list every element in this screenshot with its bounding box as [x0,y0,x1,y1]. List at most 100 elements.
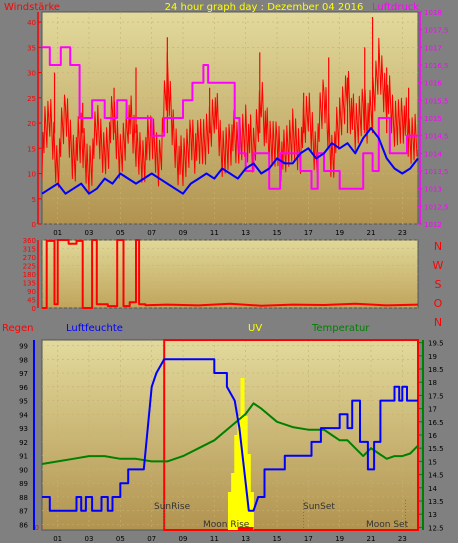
series-windavg [41,127,419,195]
humidity-axis-title: Luftfeuchte [66,323,123,334]
temperature-axis-title: Temperatur [311,323,370,334]
tick-label-winddir-3: 135 [23,280,36,288]
tick-label-hour-bottom-1: 03 [85,535,94,543]
tick-label-hour-bottom-7: 15 [273,535,282,543]
tick-label-humidity-1: 87 [19,508,28,516]
tick-label-humidity-12: 98 [19,356,28,364]
tick-label-pressure-8: 1016 [424,80,442,88]
bar-uv-6 [246,454,251,530]
bar-uv-5 [243,416,248,530]
tick-label-temperature-10: 17.5 [428,392,444,400]
tick-label-wind-5: 25 [27,95,36,103]
tick-label-temperature-3: 14 [428,485,437,493]
compass-n-bottom: N [434,316,442,329]
plot-area-wind-direction [41,239,419,309]
tick-label-hour-7: 15 [273,229,282,237]
tick-label-hour-8: 17 [304,229,313,237]
sunrise-label: SunRise [154,502,191,512]
tick-label-pressure-4: 1014 [424,150,442,158]
tick-label-humidity-10: 96 [19,384,28,392]
compass-n-top: N [434,240,442,253]
tick-label-wind-2: 10 [27,171,36,179]
tick-label-humidity-5: 91 [19,453,28,461]
tick-label-temperature-1: 13 [428,511,437,519]
tick-label-hour-bottom-4: 09 [179,535,188,543]
tick-label-pressure-1: 1012,5 [424,203,449,211]
tick-label-hour-11: 23 [398,229,407,237]
tick-label-pressure-9: 1016,5 [424,62,449,70]
tick-label-humidity-9: 95 [19,398,28,406]
tick-label-winddir-4: 180 [23,271,36,279]
tick-label-humidity-4: 90 [19,466,28,474]
tick-label-rain-0: 0 [35,524,39,532]
tick-label-humidity-3: 89 [19,480,28,488]
tick-label-winddir-6: 270 [23,254,36,262]
tick-label-hour-bottom-6: 13 [241,535,250,543]
tick-label-winddir-8: 360 [23,237,36,245]
tick-label-temperature-13: 19 [428,353,437,361]
tick-label-humidity-13: 99 [19,343,28,351]
tick-label-pressure-10: 1017 [424,44,442,52]
tick-label-temperature-0: 12.5 [428,524,444,532]
bar-uv-1 [231,473,236,530]
tick-label-hour-5: 11 [210,229,219,237]
moonset-label: Moon Set [366,520,409,530]
tick-label-wind-1: 5 [32,196,36,204]
tick-label-winddir-5: 225 [23,263,36,271]
tick-label-hour-bottom-2: 05 [116,535,125,543]
tick-label-hour-4: 09 [179,229,188,237]
wind-axis-title: Windstärke [4,2,60,13]
tick-label-hour-bottom-10: 21 [367,535,376,543]
series-winddir [42,239,419,309]
tick-label-hour-9: 19 [335,229,344,237]
tick-label-winddir-1: 45 [27,297,36,305]
tick-label-wind-3: 15 [27,145,36,153]
tick-label-temperature-5: 15 [428,458,437,466]
bar-uv-0 [228,492,232,530]
tick-label-hour-bottom-8: 17 [304,535,313,543]
tick-label-pressure-5: 1014,5 [424,133,449,141]
uv-axis-title: UV [248,323,262,334]
rain-axis-title: Regen [2,323,34,334]
tick-label-temperature-12: 18.5 [428,366,444,374]
pressure-axis-title: Luftdruck [372,2,419,13]
tick-label-pressure-3: 1013,5 [424,168,449,176]
tick-label-hour-bottom-5: 11 [210,535,219,543]
tick-label-humidity-0: 86 [19,521,28,529]
tick-label-wind-4: 20 [27,120,36,128]
moonrise-label: Moon Rise [203,520,250,530]
tick-label-hour-bottom-9: 19 [335,535,344,543]
tick-label-pressure-7: 1015,5 [424,97,449,105]
tick-label-temperature-7: 16 [428,432,437,440]
tick-label-wind-8: 40 [27,19,36,27]
tick-label-temperature-4: 14.5 [428,472,444,480]
tick-label-hour-2: 05 [116,229,125,237]
tick-label-temperature-6: 15.5 [428,445,444,453]
tick-label-temperature-2: 13.5 [428,498,444,506]
tick-label-pressure-0: 1012 [424,221,442,229]
tick-label-temperature-14: 19.5 [428,340,444,348]
tick-label-hour-3: 07 [147,229,156,237]
tick-label-wind-6: 30 [27,70,36,78]
bar-rain [237,527,254,530]
sunset-label: SunSet [303,502,335,512]
compass-s: S [435,278,442,291]
series-pressure [42,46,418,190]
compass-w: W [433,259,444,272]
series-wind [41,37,418,194]
tick-label-temperature-9: 17 [428,406,437,414]
tick-label-hour-0: 01 [53,229,62,237]
series-humidity [42,358,418,512]
tick-label-humidity-2: 88 [19,494,28,502]
daylight-box [163,339,419,531]
tick-label-pressure-2: 1013 [424,186,442,194]
tick-label-pressure-11: 1017,5 [424,27,449,35]
tick-label-pressure-6: 1015 [424,115,442,123]
tick-label-hour-bottom-3: 07 [147,535,156,543]
chart-title: 24 hour graph day : Dezember 04 2016 [165,2,364,13]
bar-uv-3 [237,416,242,530]
compass-o: O [434,297,443,310]
tick-label-hour-bottom-11: 23 [398,535,407,543]
